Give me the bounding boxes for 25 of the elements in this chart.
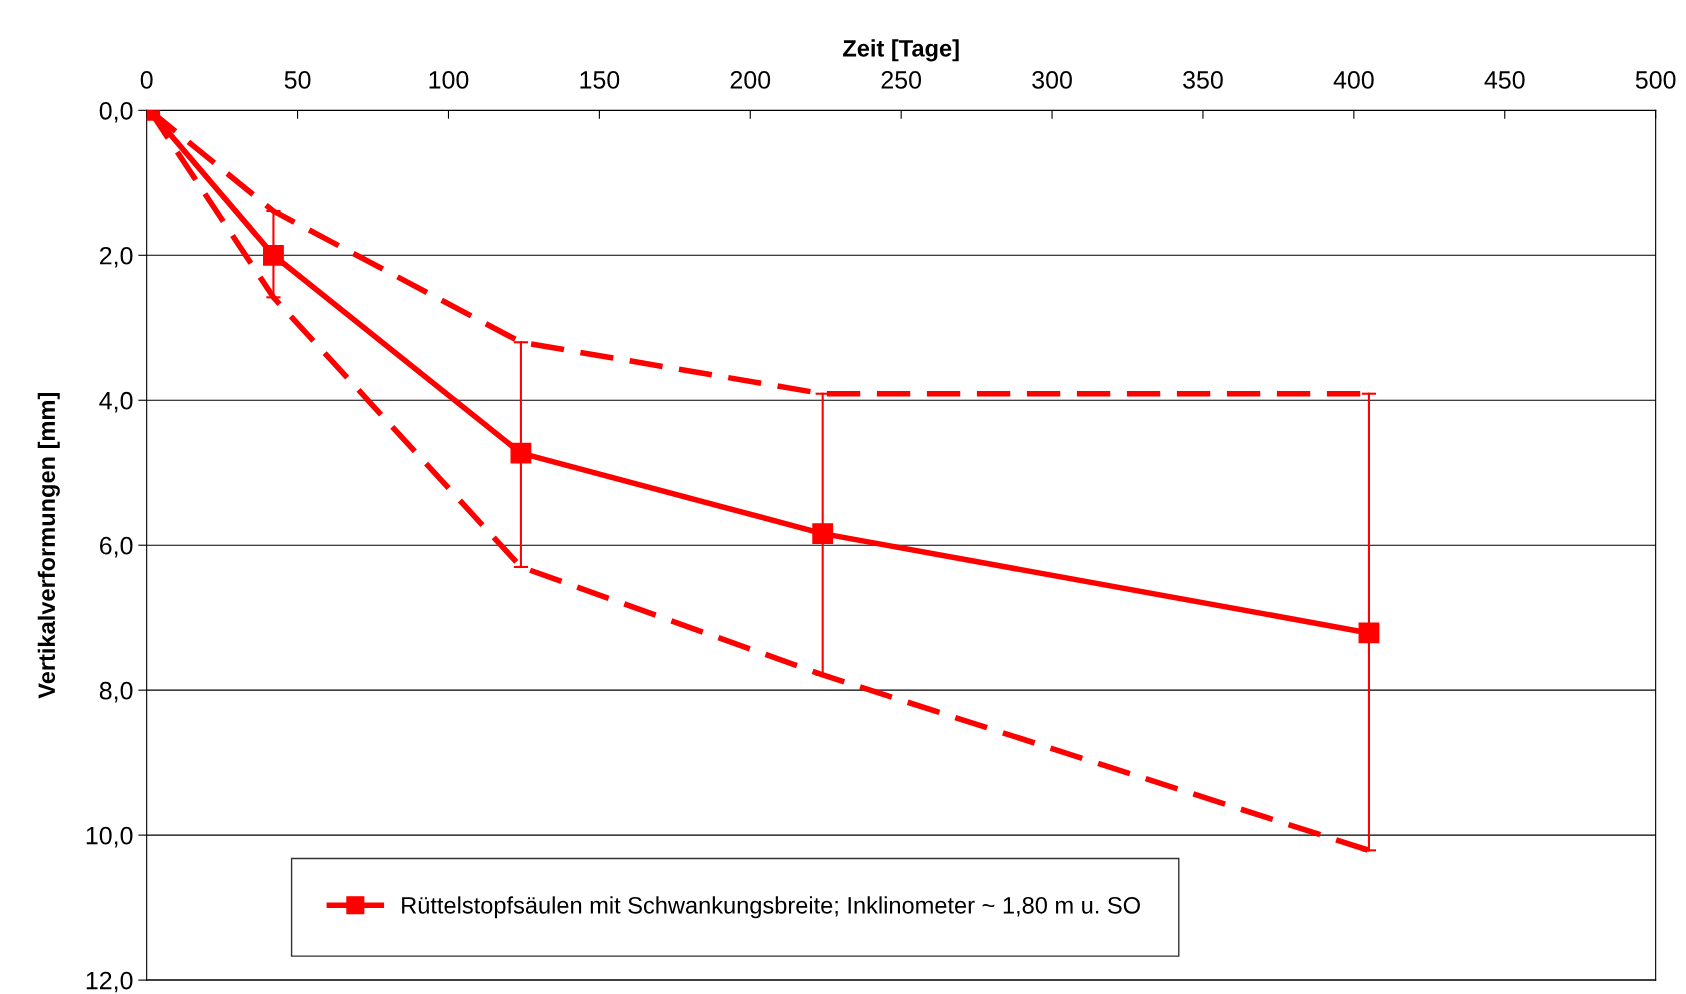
x-tick-label: 400 (1333, 71, 1374, 89)
x-tick-label: 150 (580, 71, 620, 89)
x-tick-label: 500 (1635, 71, 1676, 89)
point (263, 244, 284, 266)
x-axis-title: Zeit [Tage] (843, 39, 959, 62)
y-tick-label: 4,0 (99, 391, 133, 413)
y-tick-label: 2,0 (100, 246, 133, 268)
point (812, 523, 834, 545)
point (1358, 622, 1380, 644)
y-axis-title: Vertikalverformungen [mm] (37, 393, 60, 699)
x-tick-label: 50 (284, 71, 311, 89)
x-tick-label: 0 (140, 71, 153, 89)
y-tick-label: 0,0 (99, 101, 133, 123)
x-tick-label: 300 (1032, 71, 1072, 89)
y-tick-label: 8,0 (99, 681, 133, 703)
y-tick-label: 10,0 (86, 826, 133, 848)
x-tick-label: 250 (881, 71, 922, 89)
x-tick-label: 100 (429, 71, 469, 89)
x-tick-label: 200 (730, 71, 771, 89)
legend-label: Rüttelstopfsäulen mit Schwankungsbreite; Inklinometer ~ 1,80 m u. SO (402, 896, 1140, 919)
y-tick-label: 12,0 (86, 971, 133, 993)
y-tick-label: 6,0 (100, 536, 133, 558)
x-tick-label: 350 (1183, 71, 1223, 89)
point (510, 442, 532, 464)
x-tick-label: 450 (1484, 71, 1525, 89)
